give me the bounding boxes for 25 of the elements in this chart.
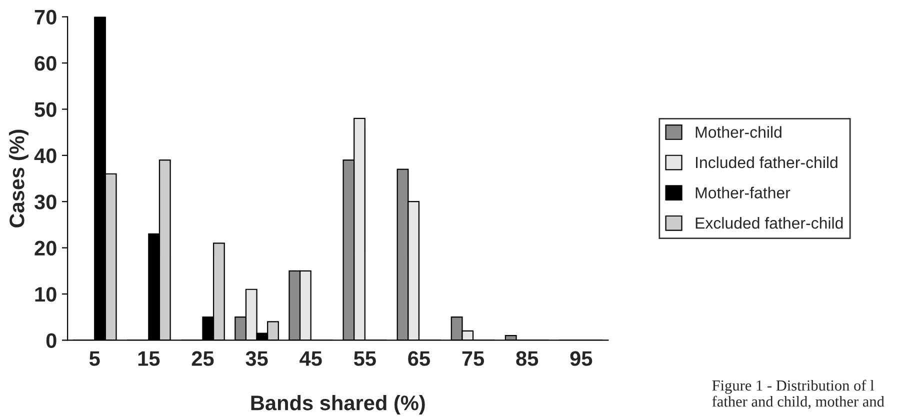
y-tick-label: 20 (34, 240, 56, 256)
y-axis-title: Cases (%) (9, 130, 28, 228)
x-tick-label: 55 (354, 351, 376, 366)
y-tick-label: 0 (46, 333, 56, 348)
legend-label: Included father-child (696, 156, 838, 168)
x-tick-label: 35 (246, 351, 268, 366)
x-tick-label: 65 (408, 351, 430, 366)
x-tick-label: 5 (89, 351, 100, 366)
legend-label: Mother-child (696, 126, 782, 138)
x-tick-label: 95 (570, 351, 592, 366)
caption: Figure 1 - Distribution of l father and child, mother and (712, 380, 884, 409)
legend-label: Mother-father (696, 186, 790, 198)
x-tick-label: 15 (138, 351, 160, 366)
y-tick-label: 30 (34, 194, 56, 210)
x-tick-label: 85 (516, 351, 538, 366)
y-tick-label: 70 (34, 10, 56, 25)
y-tick-label: 50 (34, 102, 56, 117)
x-tick-label: 25 (192, 351, 214, 366)
x-tick-label: 75 (462, 351, 484, 366)
y-tick-label: 10 (35, 287, 56, 302)
y-tick-label: 40 (34, 148, 56, 164)
x-tick-label: 45 (300, 351, 322, 366)
legend-label: Excluded father-child (696, 217, 843, 229)
y-tick-label: 60 (34, 56, 56, 71)
x-axis-title: Bands shared (%) (251, 395, 425, 414)
